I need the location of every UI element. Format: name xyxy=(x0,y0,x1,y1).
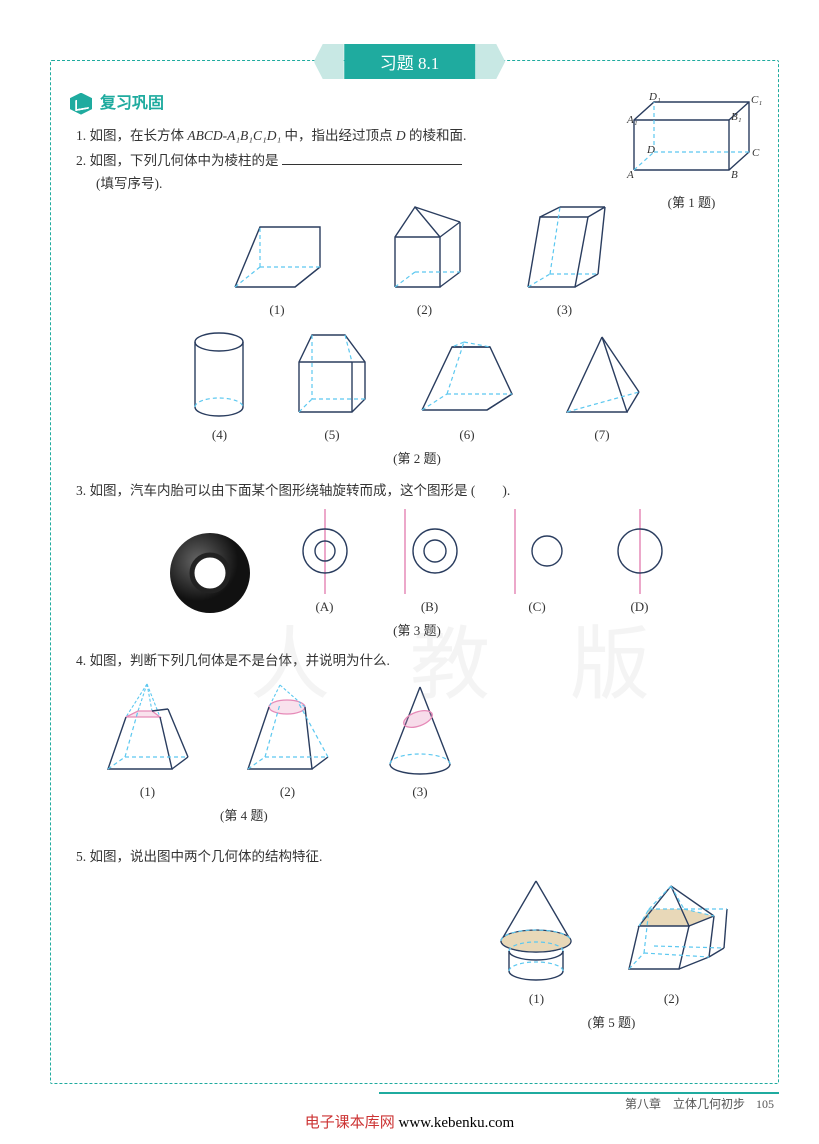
q5-t1: 如图，说出图中两个几何体的结构特征. xyxy=(90,849,323,864)
q2-row1: (1) (2) xyxy=(70,202,764,321)
q2-t1: 如图，下列几何体中为棱柱的是 xyxy=(90,153,279,168)
q3-opt-a: (A) xyxy=(295,509,355,618)
q2-fig4: (4) xyxy=(187,327,252,446)
q4-fig1: (1) xyxy=(100,679,195,803)
q1-caption: (第 1 题) xyxy=(619,192,764,214)
q3-caption: (第 3 题) xyxy=(70,620,764,642)
section-title: 复习巩固 xyxy=(100,90,164,117)
cuboid-icon: A₁ B₁ C₁ D₁ A B C D xyxy=(619,90,764,190)
q3-label: 3. xyxy=(76,483,86,498)
title-ribbon: 习题 8.1 xyxy=(344,44,476,79)
q5-label: 5. xyxy=(76,849,86,864)
svg-text:B₁: B₁ xyxy=(731,111,742,123)
question-5: 5. 如图，说出图中两个几何体的结构特征. xyxy=(76,846,764,869)
q4-row: (1) (2) xyxy=(70,679,764,803)
q5-figures: (1) xyxy=(489,876,734,1034)
footer: 第八章 立体几何初步 105 xyxy=(625,1095,774,1112)
q1-t1: 如图，在长方体 xyxy=(90,128,185,143)
q3-opt-d: (D) xyxy=(610,509,670,618)
q3-row: (A) (B) (C) xyxy=(70,509,764,618)
q1-t3: 的棱和面. xyxy=(409,128,466,143)
footer-chapter: 第八章 立体几何初步 xyxy=(625,1097,745,1111)
q2-row2: (4) (5) xyxy=(70,327,764,446)
q4-fig3: (3) xyxy=(380,679,460,803)
check-hex-icon xyxy=(70,93,92,115)
q2-fig2: (2) xyxy=(380,202,470,321)
q1-label: 1. xyxy=(76,128,86,143)
q4-t1: 如图，判断下列几何体是不是台体，并说明为什么. xyxy=(90,653,390,668)
q2-label: 2. xyxy=(76,153,86,168)
page-number: 105 xyxy=(756,1097,774,1111)
q2-caption: (第 2 题) xyxy=(70,448,764,470)
cone-frustum-icon xyxy=(489,876,584,986)
svg-text:D: D xyxy=(646,144,655,156)
svg-text:A: A xyxy=(626,169,634,181)
q5-fig1: (1) xyxy=(489,876,584,1010)
oblique-cuboid-icon xyxy=(520,202,610,297)
frustum1-icon xyxy=(100,679,195,779)
question-4: 4. 如图，判断下列几何体是不是台体，并说明为什么. xyxy=(76,650,764,673)
q1-math2: D xyxy=(396,128,406,143)
cone-cut-icon xyxy=(380,679,460,779)
svg-text:C₁: C₁ xyxy=(751,94,762,106)
q4-fig2: (2) xyxy=(240,679,335,803)
wm-url: www.kebenku.com xyxy=(395,1115,514,1131)
question-3: 3. 如图，汽车内胎可以由下面某个图形绕轴旋转而成，这个图形是 ( ). xyxy=(76,480,764,503)
content-area: 复习巩固 1. 如图，在长方体 ABCD-A₁B₁C₁D₁ 中，指出经过顶点 D… xyxy=(70,90,764,1074)
circleD-icon xyxy=(610,509,670,594)
q2-fig5: (5) xyxy=(287,327,377,446)
torus-icon xyxy=(165,528,255,618)
circleA-icon xyxy=(295,509,355,594)
q2-blank xyxy=(282,151,462,165)
q1-math: ABCD-A₁B₁C₁D₁ xyxy=(187,128,281,143)
q1-figure: A₁ B₁ C₁ D₁ A B C D (第 1 题) xyxy=(619,90,764,214)
q2-fig6: (6) xyxy=(412,332,522,446)
q4-caption: (第 4 题) xyxy=(70,805,764,827)
circleC-icon xyxy=(505,509,570,594)
q2-t2: (填写序号). xyxy=(96,176,162,191)
footer-rule xyxy=(379,1092,779,1094)
wedge-icon xyxy=(225,217,330,297)
svg-text:D₁: D₁ xyxy=(648,91,661,103)
q2-fig1: (1) xyxy=(225,217,330,321)
q3-t1: 如图，汽车内胎可以由下面某个图形绕轴旋转而成，这个图形是 ( ). xyxy=(90,483,511,498)
cylinder-icon xyxy=(187,327,252,422)
q4-label: 4. xyxy=(76,653,86,668)
q3-opt-b: (B) xyxy=(395,509,465,618)
frustum-icon xyxy=(412,332,522,422)
q5-caption: (第 5 题) xyxy=(489,1012,734,1034)
q2-fig3: (3) xyxy=(520,202,610,321)
page: 习题 8.1 复习巩固 1. 如图，在长方体 ABCD-A₁B₁C₁D₁ 中，指… xyxy=(0,0,819,1144)
q2-fig7: (7) xyxy=(557,332,647,446)
site-watermark: 电子课本库网 www.kebenku.com xyxy=(305,1111,514,1132)
frustum2-icon xyxy=(240,679,335,779)
tetra-icon xyxy=(557,332,647,422)
svg-text:B: B xyxy=(731,169,738,181)
wm-name: 电子课本库网 xyxy=(305,1115,395,1131)
q5-fig2: (2) xyxy=(609,881,734,1010)
q3-opt-c: (C) xyxy=(505,509,570,618)
svg-text:C: C xyxy=(752,147,760,159)
q1-t2: 中，指出经过顶点 xyxy=(285,128,393,143)
pyramid-prism-icon xyxy=(609,881,734,986)
triprism-icon xyxy=(380,202,470,297)
q3-tire xyxy=(165,528,255,618)
title-text: 习题 8.1 xyxy=(344,44,476,79)
svg-text:A₁: A₁ xyxy=(626,114,638,126)
pentagon-solid-icon xyxy=(287,327,377,422)
circleB-icon xyxy=(395,509,465,594)
